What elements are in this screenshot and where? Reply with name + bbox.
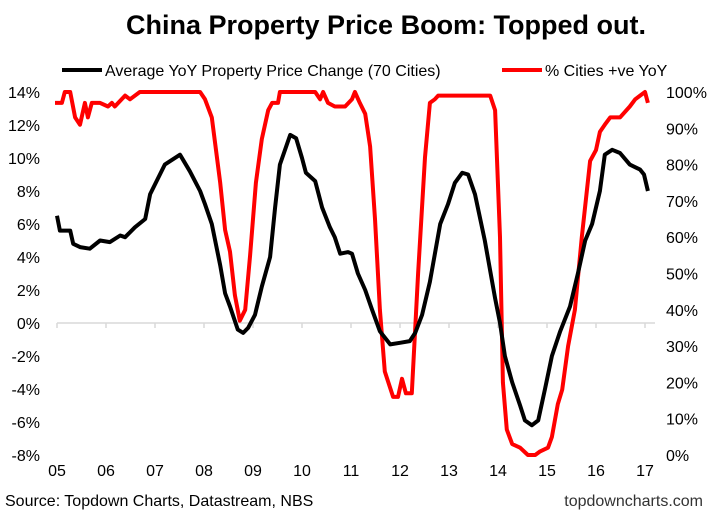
y-left-tick-label: 12%: [8, 118, 40, 135]
x-tick-label: 06: [97, 463, 115, 480]
x-tick-label: 13: [440, 463, 458, 480]
x-tick-label: 08: [195, 463, 213, 480]
y-left-tick-label: -2%: [12, 349, 40, 366]
x-tick-label: 05: [48, 463, 66, 480]
y-right-tick-label: 20%: [666, 375, 698, 392]
chart-title: China Property Price Boom: Topped out.: [126, 10, 646, 40]
legend: Average YoY Property Price Change (70 Ci…: [62, 63, 668, 80]
legend-label-average: Average YoY Property Price Change (70 Ci…: [105, 63, 441, 80]
y-left-tick-label: 2%: [17, 283, 40, 300]
y-right-tick-label: 50%: [666, 267, 698, 284]
y-left-tick-label: -6%: [12, 415, 40, 432]
x-tick-label: 07: [146, 463, 164, 480]
y-right-tick-label: 60%: [666, 230, 698, 247]
y-left-tick-label: 0%: [17, 316, 40, 333]
y-left-tick-label: -4%: [12, 382, 40, 399]
y-right-tick-label: 40%: [666, 303, 698, 320]
y-left-tick-label: -8%: [12, 448, 40, 465]
y-right-tick-label: 30%: [666, 339, 698, 356]
y-right-tick-label: 10%: [666, 412, 698, 429]
y-right-tick-label: 100%: [666, 85, 707, 102]
x-tick-label: 14: [489, 463, 507, 480]
y-right-tick-label: 0%: [666, 448, 689, 465]
series-line-average-yoy: [55, 132, 650, 428]
y-left-tick-label: 8%: [17, 184, 40, 201]
x-tick-label: 15: [538, 463, 556, 480]
y-right-tick-label: 80%: [666, 158, 698, 175]
watermark: topdowncharts.com: [564, 493, 703, 510]
series-line-pct-cities-positive: [55, 90, 650, 457]
y-left-tick-label: 4%: [17, 250, 40, 267]
y-left-tick-label: 14%: [8, 85, 40, 102]
x-tick-label: 10: [293, 463, 311, 480]
x-tick-label: 16: [587, 463, 605, 480]
source-note: Source: Topdown Charts, Datastream, NBS: [5, 493, 313, 510]
y-left-tick-label: 10%: [8, 151, 40, 168]
x-tick-label: 11: [343, 463, 360, 480]
y-right-tick-label: 70%: [666, 194, 698, 211]
y-right-tick-label: 90%: [666, 121, 698, 138]
x-tick-label: 09: [244, 463, 262, 480]
x-tick-label: 17: [636, 463, 654, 480]
x-tick-label: 12: [391, 463, 409, 480]
y-left-tick-label: 6%: [17, 217, 40, 234]
legend-label-pct-cities: % Cities +ve YoY: [545, 63, 668, 80]
